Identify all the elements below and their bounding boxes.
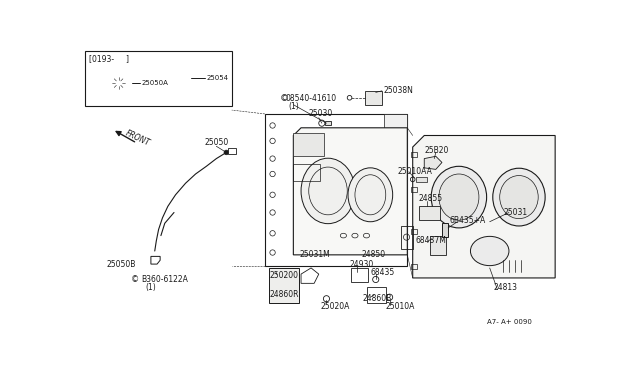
Bar bbox=[431, 235, 446, 255]
Ellipse shape bbox=[301, 158, 355, 224]
Text: 25050: 25050 bbox=[204, 138, 228, 147]
Bar bbox=[416, 177, 426, 182]
Ellipse shape bbox=[439, 174, 479, 220]
Text: (1): (1) bbox=[288, 102, 299, 111]
Bar bbox=[351, 268, 368, 282]
Text: 68437M: 68437M bbox=[415, 237, 446, 246]
Text: 25010AA: 25010AA bbox=[397, 167, 432, 176]
Bar bbox=[442, 223, 448, 237]
Bar bbox=[411, 264, 417, 269]
Ellipse shape bbox=[470, 236, 509, 266]
Text: 24855: 24855 bbox=[419, 194, 443, 203]
Text: FRONT: FRONT bbox=[124, 129, 151, 148]
Text: [0193-     ]: [0193- ] bbox=[90, 54, 129, 63]
Bar bbox=[411, 230, 417, 234]
Text: (1): (1) bbox=[145, 283, 156, 292]
Text: 250200: 250200 bbox=[269, 271, 298, 280]
Text: 25050A: 25050A bbox=[141, 80, 168, 86]
Text: 25038N: 25038N bbox=[383, 86, 413, 95]
Text: 24860R: 24860R bbox=[269, 291, 299, 299]
Text: 25050B: 25050B bbox=[106, 260, 136, 269]
Text: A7- A+ 0090: A7- A+ 0090 bbox=[487, 319, 532, 325]
Polygon shape bbox=[413, 135, 555, 278]
Bar bbox=[228, 148, 236, 154]
Text: 25031M: 25031M bbox=[300, 250, 330, 259]
Bar bbox=[293, 133, 324, 156]
Text: B360-6122A: B360-6122A bbox=[141, 275, 189, 284]
Bar bbox=[269, 268, 299, 302]
Polygon shape bbox=[293, 128, 407, 255]
Text: 25020A: 25020A bbox=[320, 302, 349, 311]
Text: 68435: 68435 bbox=[371, 268, 395, 277]
Text: 25031: 25031 bbox=[504, 208, 528, 217]
Text: 25010A: 25010A bbox=[386, 302, 415, 311]
Bar bbox=[411, 187, 417, 192]
Bar bbox=[293, 164, 320, 181]
Circle shape bbox=[224, 150, 228, 155]
Ellipse shape bbox=[500, 176, 538, 219]
Ellipse shape bbox=[431, 166, 486, 228]
Text: 24813: 24813 bbox=[493, 283, 518, 292]
Text: 24860B: 24860B bbox=[363, 294, 392, 303]
Bar bbox=[367, 287, 386, 302]
Text: 24930: 24930 bbox=[349, 260, 374, 269]
Text: 25B20: 25B20 bbox=[424, 147, 449, 155]
Text: 6B435+A: 6B435+A bbox=[450, 216, 486, 225]
Polygon shape bbox=[384, 114, 407, 176]
Ellipse shape bbox=[493, 168, 545, 226]
Bar bbox=[419, 206, 440, 220]
Bar bbox=[411, 153, 417, 157]
Text: 25054: 25054 bbox=[206, 75, 228, 81]
Bar bbox=[86, 51, 232, 106]
Text: ©: © bbox=[280, 94, 289, 103]
Text: 08540-41610: 08540-41610 bbox=[285, 94, 337, 103]
Ellipse shape bbox=[348, 168, 393, 222]
Text: 25030: 25030 bbox=[308, 109, 333, 118]
Bar bbox=[325, 121, 331, 125]
Text: ©: © bbox=[131, 275, 140, 284]
Text: 24850: 24850 bbox=[361, 250, 385, 259]
Polygon shape bbox=[424, 156, 442, 169]
Bar bbox=[365, 91, 382, 105]
